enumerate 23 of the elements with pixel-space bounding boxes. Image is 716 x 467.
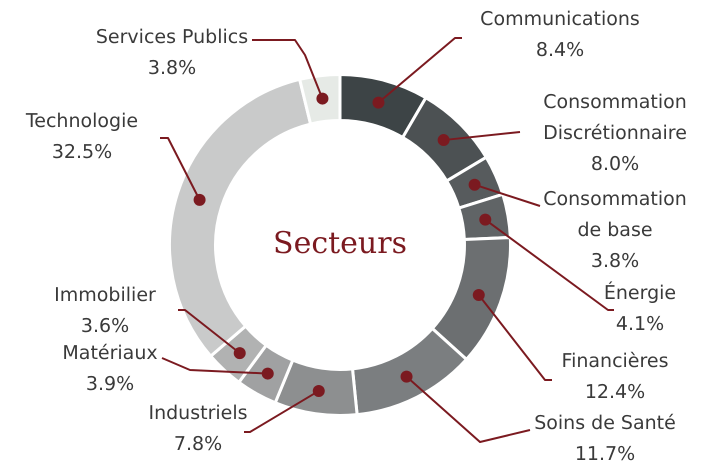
slice-label: Services Publics [96, 26, 248, 48]
slice-label: Consommation de base [543, 188, 687, 241]
data-label: 3.8% [590, 250, 640, 272]
data-label: 7.8% [174, 432, 222, 455]
slice-label: Industriels [148, 402, 248, 424]
data-label: 12.4% [584, 380, 646, 403]
data-label: 8.0% [590, 152, 640, 175]
data-label: 4.1% [616, 312, 664, 335]
slice-label: Immobilier [54, 284, 156, 306]
slice-label: Consommation Discrétionnaire [543, 90, 687, 144]
slice-label: Technologie [24, 110, 138, 132]
slice-label: Communications [480, 8, 640, 30]
data-label: 3.8% [148, 56, 196, 79]
slice-label: Financières [562, 350, 668, 372]
slice-label: Matériaux [62, 342, 158, 364]
data-label: 32.5% [52, 140, 112, 163]
data-label: 11.7% [574, 442, 636, 465]
slice-label: Énergie [604, 280, 676, 304]
text: Secteurs [273, 226, 407, 261]
data-label: 3.9% [86, 372, 134, 395]
data-label: 3.6% [80, 314, 130, 337]
data-label: 8.4% [536, 38, 584, 61]
slice-label: Soins de Santé [534, 412, 676, 434]
